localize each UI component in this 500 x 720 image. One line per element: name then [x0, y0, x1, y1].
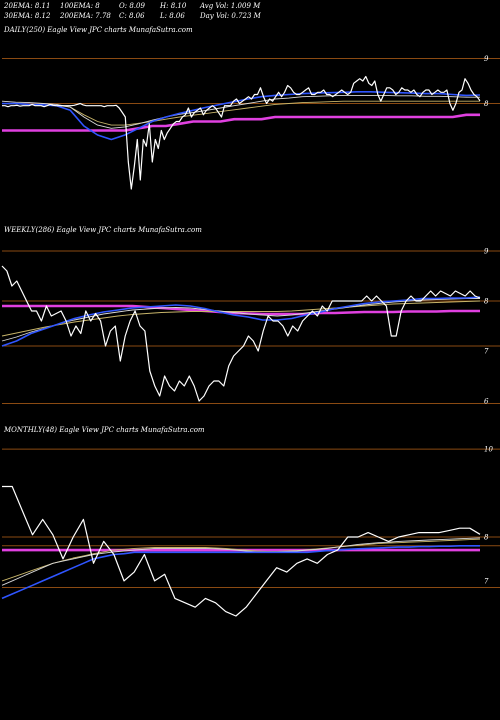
- stat-200ema: 200EMA: 7.78: [59, 12, 111, 20]
- header-stats: 20EMA: 8.11 100EMA: 8 O: 8.09 H: 8.10 Av…: [3, 2, 262, 20]
- weekly-ema-fast-line: [1, 296, 481, 347]
- daily-panel-title: DAILY(250) Eagle View JPC charts MunafaS…: [3, 26, 193, 34]
- stat-open: O: 8.09: [119, 2, 145, 10]
- monthly-panel: MONTHLY(48) Eagle View JPC charts Munafa…: [1, 426, 500, 617]
- monthly-y-tick-0: 10: [484, 446, 493, 454]
- daily-y-tick-1: 8: [484, 100, 489, 108]
- stat-avg-vol: Avg Vol: 1.009 M: [199, 2, 261, 10]
- stat-close: C: 8.06: [119, 12, 145, 20]
- stat-high: H: 8.10: [159, 2, 187, 10]
- daily-panel: DAILY(250) Eagle View JPC charts MunafaS…: [1, 26, 500, 190]
- stat-low: L: 8.06: [159, 12, 185, 20]
- monthly-panel-title: MONTHLY(48) Eagle View JPC charts Munafa…: [3, 426, 205, 434]
- monthly-ema-mid-gold-line: [1, 538, 481, 582]
- monthly-y-tick-2: 7: [484, 577, 489, 585]
- monthly-y-tick-1: 8: [484, 533, 489, 541]
- weekly-price-line: [1, 265, 481, 402]
- daily-y-tick-0: 9: [484, 55, 489, 63]
- monthly-price-line: [2, 485, 481, 617]
- weekly-ema-mid-white-line: [1, 298, 480, 342]
- weekly-y-tick-0: 9: [484, 248, 489, 256]
- daily-ema-mid-white-line: [1, 94, 480, 129]
- weekly-panel-title: WEEKLY(286) Eagle View JPC charts Munafa…: [4, 226, 202, 234]
- stat-day-vol: Day Vol: 0.723 M: [199, 12, 262, 20]
- monthly-ema-fast-line: [1, 544, 480, 600]
- stat-20ema: 20EMA: 8.11: [3, 2, 50, 10]
- weekly-panel: WEEKLY(286) Eagle View JPC charts Munafa…: [1, 226, 500, 406]
- weekly-y-tick-3: 6: [484, 398, 489, 406]
- daily-ema-slow-line: [2, 113, 480, 132]
- weekly-y-tick-2: 7: [484, 348, 489, 356]
- daily-ema-fast-line: [2, 91, 481, 141]
- daily-ema-mid-gold-line: [1, 100, 480, 126]
- weekly-ema-mid-gold-line: [1, 300, 481, 337]
- weekly-y-tick-1: 8: [484, 298, 489, 306]
- stat-100ema: 100EMA: 8: [60, 2, 100, 10]
- daily-price-line: [2, 75, 481, 190]
- stat-30ema: 30EMA: 8.12: [4, 12, 51, 20]
- monthly-ema-mid-white-line: [1, 537, 481, 586]
